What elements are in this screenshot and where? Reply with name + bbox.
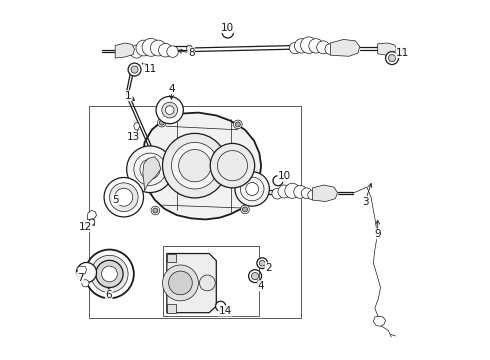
Text: 10: 10 — [220, 23, 234, 33]
Circle shape — [126, 146, 173, 193]
Polygon shape — [134, 123, 140, 130]
Polygon shape — [313, 185, 338, 202]
Circle shape — [251, 273, 259, 280]
Circle shape — [130, 45, 143, 58]
Circle shape — [115, 188, 133, 206]
Circle shape — [248, 270, 262, 283]
Circle shape — [179, 149, 211, 182]
Circle shape — [285, 183, 300, 198]
Circle shape — [159, 43, 172, 57]
Text: 4: 4 — [258, 281, 265, 291]
Polygon shape — [115, 43, 135, 58]
Circle shape — [386, 51, 398, 64]
Text: 2: 2 — [265, 263, 271, 273]
Circle shape — [91, 255, 128, 293]
Circle shape — [128, 63, 141, 76]
Circle shape — [241, 205, 249, 214]
Text: 5: 5 — [113, 195, 119, 205]
Polygon shape — [77, 266, 87, 278]
Circle shape — [159, 120, 164, 125]
Circle shape — [172, 142, 218, 189]
Circle shape — [151, 206, 160, 215]
Circle shape — [163, 134, 227, 198]
Text: 9: 9 — [374, 229, 381, 239]
Circle shape — [199, 275, 215, 291]
Circle shape — [300, 37, 317, 53]
Circle shape — [166, 106, 174, 114]
Circle shape — [167, 46, 178, 57]
Text: 1: 1 — [125, 91, 132, 101]
Circle shape — [294, 185, 307, 198]
Circle shape — [245, 183, 259, 195]
Circle shape — [153, 208, 158, 213]
Text: 10: 10 — [278, 171, 291, 181]
Circle shape — [96, 260, 123, 288]
Circle shape — [234, 120, 242, 129]
Circle shape — [222, 27, 234, 38]
Circle shape — [273, 176, 283, 186]
Text: 7: 7 — [77, 273, 83, 283]
Polygon shape — [330, 40, 360, 56]
Text: 14: 14 — [219, 306, 232, 316]
Circle shape — [257, 258, 268, 269]
Circle shape — [308, 190, 317, 200]
Text: 11: 11 — [396, 48, 410, 58]
Circle shape — [243, 207, 247, 212]
Circle shape — [150, 40, 166, 56]
Text: 13: 13 — [127, 132, 141, 142]
Text: 8: 8 — [188, 48, 195, 58]
Polygon shape — [167, 253, 216, 313]
Text: 4: 4 — [168, 84, 175, 94]
Circle shape — [163, 265, 198, 301]
Circle shape — [131, 66, 138, 73]
Circle shape — [259, 260, 265, 266]
Polygon shape — [143, 157, 161, 191]
Circle shape — [301, 188, 312, 199]
Circle shape — [278, 185, 291, 198]
Circle shape — [82, 280, 89, 287]
Circle shape — [216, 301, 225, 311]
Bar — [167, 253, 176, 262]
Text: 11: 11 — [144, 64, 157, 74]
Circle shape — [169, 271, 192, 295]
Polygon shape — [378, 43, 396, 55]
Circle shape — [156, 96, 183, 124]
Circle shape — [309, 39, 323, 53]
Bar — [163, 246, 259, 316]
Bar — [167, 304, 176, 313]
Circle shape — [162, 102, 177, 118]
Polygon shape — [87, 211, 97, 220]
Circle shape — [85, 249, 134, 298]
Circle shape — [294, 39, 309, 53]
Circle shape — [187, 45, 192, 51]
Circle shape — [235, 122, 240, 127]
Circle shape — [140, 159, 160, 179]
Circle shape — [89, 219, 95, 225]
Circle shape — [101, 266, 117, 282]
Text: 12: 12 — [79, 222, 92, 231]
Circle shape — [317, 41, 330, 54]
Circle shape — [136, 40, 152, 56]
Circle shape — [325, 44, 336, 54]
Polygon shape — [89, 219, 95, 225]
Circle shape — [210, 143, 255, 188]
Circle shape — [290, 42, 301, 54]
Polygon shape — [142, 113, 261, 220]
Circle shape — [76, 262, 97, 283]
Circle shape — [142, 39, 160, 56]
Circle shape — [272, 188, 283, 199]
Circle shape — [109, 183, 138, 212]
Circle shape — [235, 172, 270, 206]
Polygon shape — [373, 316, 386, 326]
Circle shape — [104, 177, 144, 217]
Circle shape — [389, 54, 395, 62]
Text: 6: 6 — [105, 290, 112, 300]
Text: 3: 3 — [362, 197, 368, 207]
Circle shape — [157, 118, 166, 127]
Bar — [89, 107, 300, 318]
